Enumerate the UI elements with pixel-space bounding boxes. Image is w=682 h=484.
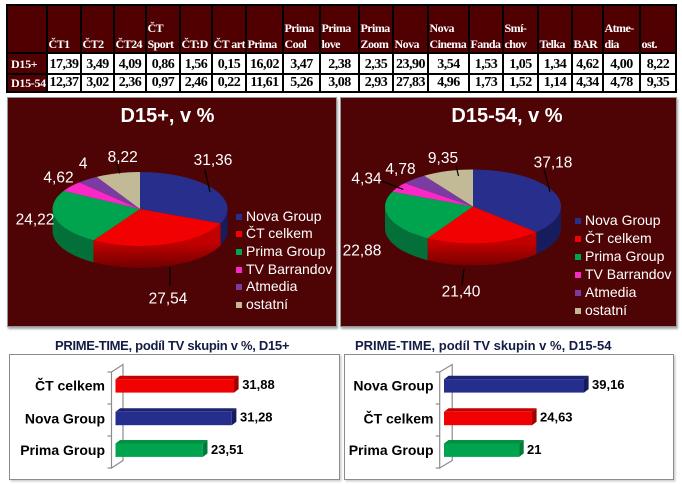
svg-text:31,88: 31,88	[242, 377, 275, 392]
svg-text:Prima Group: Prima Group	[349, 442, 434, 458]
svg-text:27,54: 27,54	[149, 291, 188, 308]
svg-text:ČT celkem: ČT celkem	[35, 377, 105, 394]
svg-text:ČT celkem: ČT celkem	[363, 409, 433, 426]
svg-text:Nova Group: Nova Group	[25, 410, 105, 426]
svg-text:22,88: 22,88	[343, 243, 382, 260]
svg-text:8,22: 8,22	[108, 149, 138, 166]
svg-text:Nova Group: Nova Group	[353, 378, 433, 394]
svg-text:39,16: 39,16	[592, 377, 625, 392]
svg-text:Prima Group: Prima Group	[20, 442, 105, 458]
svg-text:23,51: 23,51	[211, 442, 244, 457]
svg-text:4,34: 4,34	[351, 171, 382, 188]
svg-text:31,28: 31,28	[240, 410, 273, 425]
svg-text:21: 21	[527, 442, 541, 457]
svg-text:37,18: 37,18	[534, 155, 573, 172]
svg-text:31,36: 31,36	[194, 152, 233, 169]
svg-text:9,35: 9,35	[428, 150, 458, 167]
svg-text:4: 4	[79, 156, 88, 173]
svg-text:4,78: 4,78	[385, 161, 415, 178]
svg-text:24,22: 24,22	[16, 212, 55, 229]
svg-text:4,62: 4,62	[43, 170, 73, 187]
svg-text:24,63: 24,63	[540, 410, 573, 425]
svg-text:21,40: 21,40	[442, 284, 481, 301]
